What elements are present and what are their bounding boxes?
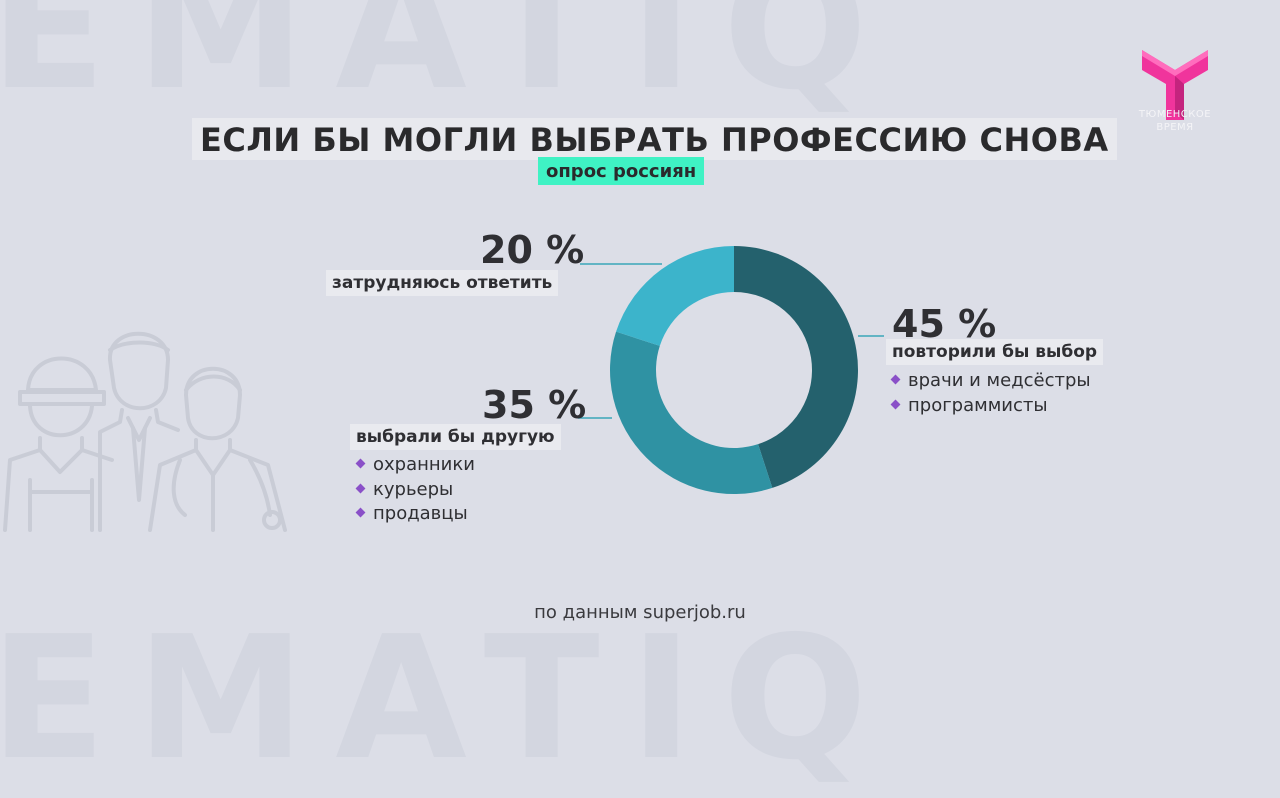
other-item-text: продавцы: [373, 503, 468, 524]
donut-slice: [616, 246, 734, 346]
repeat-item: врачи и медсёстры: [890, 369, 1091, 393]
tyumenskoe-vremya-logo: [1142, 50, 1208, 120]
repeat-label: повторили бы выбор: [886, 339, 1104, 365]
other-percent: 35 %: [482, 383, 587, 427]
diamond-bullet-icon: [890, 374, 901, 385]
chart-title: ЕСЛИ БЫ МОГЛИ ВЫБРАТЬ ПРОФЕССИЮ СНОВА: [192, 118, 1117, 160]
source-note: по данным superjob.ru: [534, 602, 746, 623]
other-item: курьеры: [355, 478, 454, 502]
logo-caption-line2: ВРЕМЯ: [1156, 122, 1194, 133]
other-item: охранники: [355, 453, 475, 477]
repeat-percent: 45 %: [892, 302, 997, 346]
other-label: выбрали бы другую: [350, 424, 561, 450]
other-item: продавцы: [355, 502, 468, 526]
donut-chart: [578, 246, 884, 494]
donut-slice: [734, 246, 858, 488]
unsure-label: затрудняюсь ответить: [326, 270, 559, 296]
workers-illustration: [3, 331, 287, 532]
repeat-item: программисты: [890, 394, 1048, 418]
diamond-bullet-icon: [890, 399, 901, 410]
unsure-percent: 20 %: [480, 228, 585, 272]
diamond-bullet-icon: [355, 507, 366, 518]
repeat-item-text: программисты: [908, 395, 1048, 416]
donut-slice: [610, 331, 773, 494]
other-item-text: курьеры: [373, 479, 454, 500]
diamond-bullet-icon: [355, 458, 366, 469]
diamond-bullet-icon: [355, 483, 366, 494]
logo-caption: ТЮМЕНСКОЕ ВРЕМЯ: [1120, 108, 1230, 134]
repeat-item-text: врачи и медсёстры: [908, 370, 1091, 391]
background-watermark-top: EMATIQ: [0, 0, 898, 128]
logo-caption-line1: ТЮМЕНСКОЕ: [1138, 109, 1212, 120]
other-item-text: охранники: [373, 454, 475, 475]
chart-subtitle: опрос россиян: [538, 157, 705, 185]
